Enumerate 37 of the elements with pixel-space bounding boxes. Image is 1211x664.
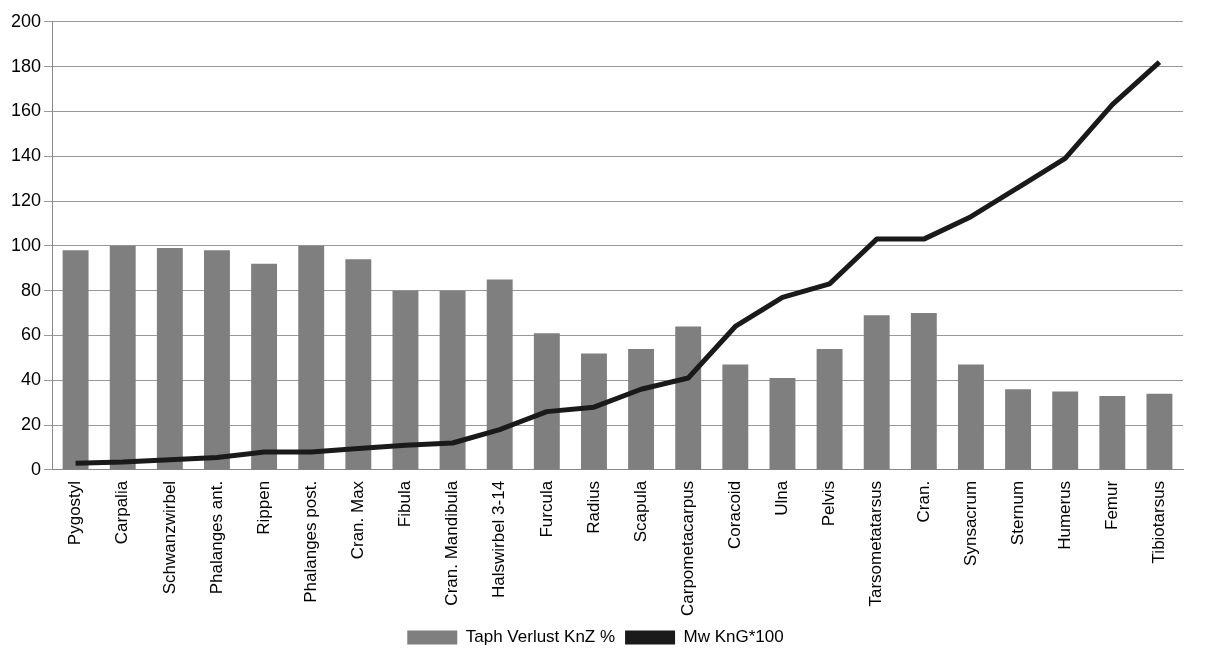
y-tick-label: 100	[10, 234, 42, 255]
x-tick-label: Phalanges ant.	[206, 480, 226, 595]
x-tick-label: Rippen	[253, 480, 273, 535]
x-tick-label: Schwanzwirbel	[159, 480, 179, 595]
x-tick-label: Femur	[1102, 480, 1121, 530]
x-tick-label: Coracoid	[725, 480, 745, 549]
x-tick-label: Cran. Mandibula	[442, 480, 462, 606]
x-tick-label: Tarsometatarsus	[866, 480, 886, 607]
y-tick-label: 120	[10, 190, 42, 210]
y-tick-label: 20	[21, 414, 42, 435]
x-tick-label: Sternum	[1007, 480, 1027, 546]
y-tick-label: 140	[10, 145, 42, 166]
x-tick-label: Tibiotarsus	[1149, 480, 1169, 564]
x-tick-label: Fibula	[395, 480, 415, 528]
x-tick-label: Cran.	[913, 480, 933, 523]
x-tick-label: Carpometacarpus	[677, 480, 697, 616]
x-tick-label: Furcula	[536, 480, 556, 538]
y-tick-label: 200	[10, 10, 42, 31]
legend-label: Taph Verlust KnZ %	[465, 627, 616, 647]
x-tick-label: Ulna	[772, 480, 792, 516]
x-tick-label: Carpalia	[112, 480, 132, 545]
x-tick-label: Phalanges post.	[300, 480, 320, 603]
y-tick-label: 60	[21, 324, 42, 345]
x-tick-label: Scapula	[630, 480, 650, 543]
x-tick-label: Pygostyl	[65, 480, 85, 546]
x-tick-label: Humerus	[1054, 480, 1074, 550]
y-tick-label: 40	[21, 369, 42, 390]
y-tick-label: 180	[10, 55, 42, 76]
y-tick-label: 0	[31, 458, 42, 479]
x-tick-label: Synsacrum	[960, 480, 980, 566]
x-tick-label: Pelvis	[819, 480, 839, 527]
x-tick-label: Halswirbel 3-14	[489, 480, 509, 599]
y-tick-label: 80	[21, 279, 42, 300]
x-tick-label: Cran. Max	[348, 480, 368, 560]
x-tick-label: Radius	[583, 480, 603, 534]
legend-label: Mw KnG*100	[683, 627, 784, 647]
y-tick-label: 160	[10, 100, 42, 121]
